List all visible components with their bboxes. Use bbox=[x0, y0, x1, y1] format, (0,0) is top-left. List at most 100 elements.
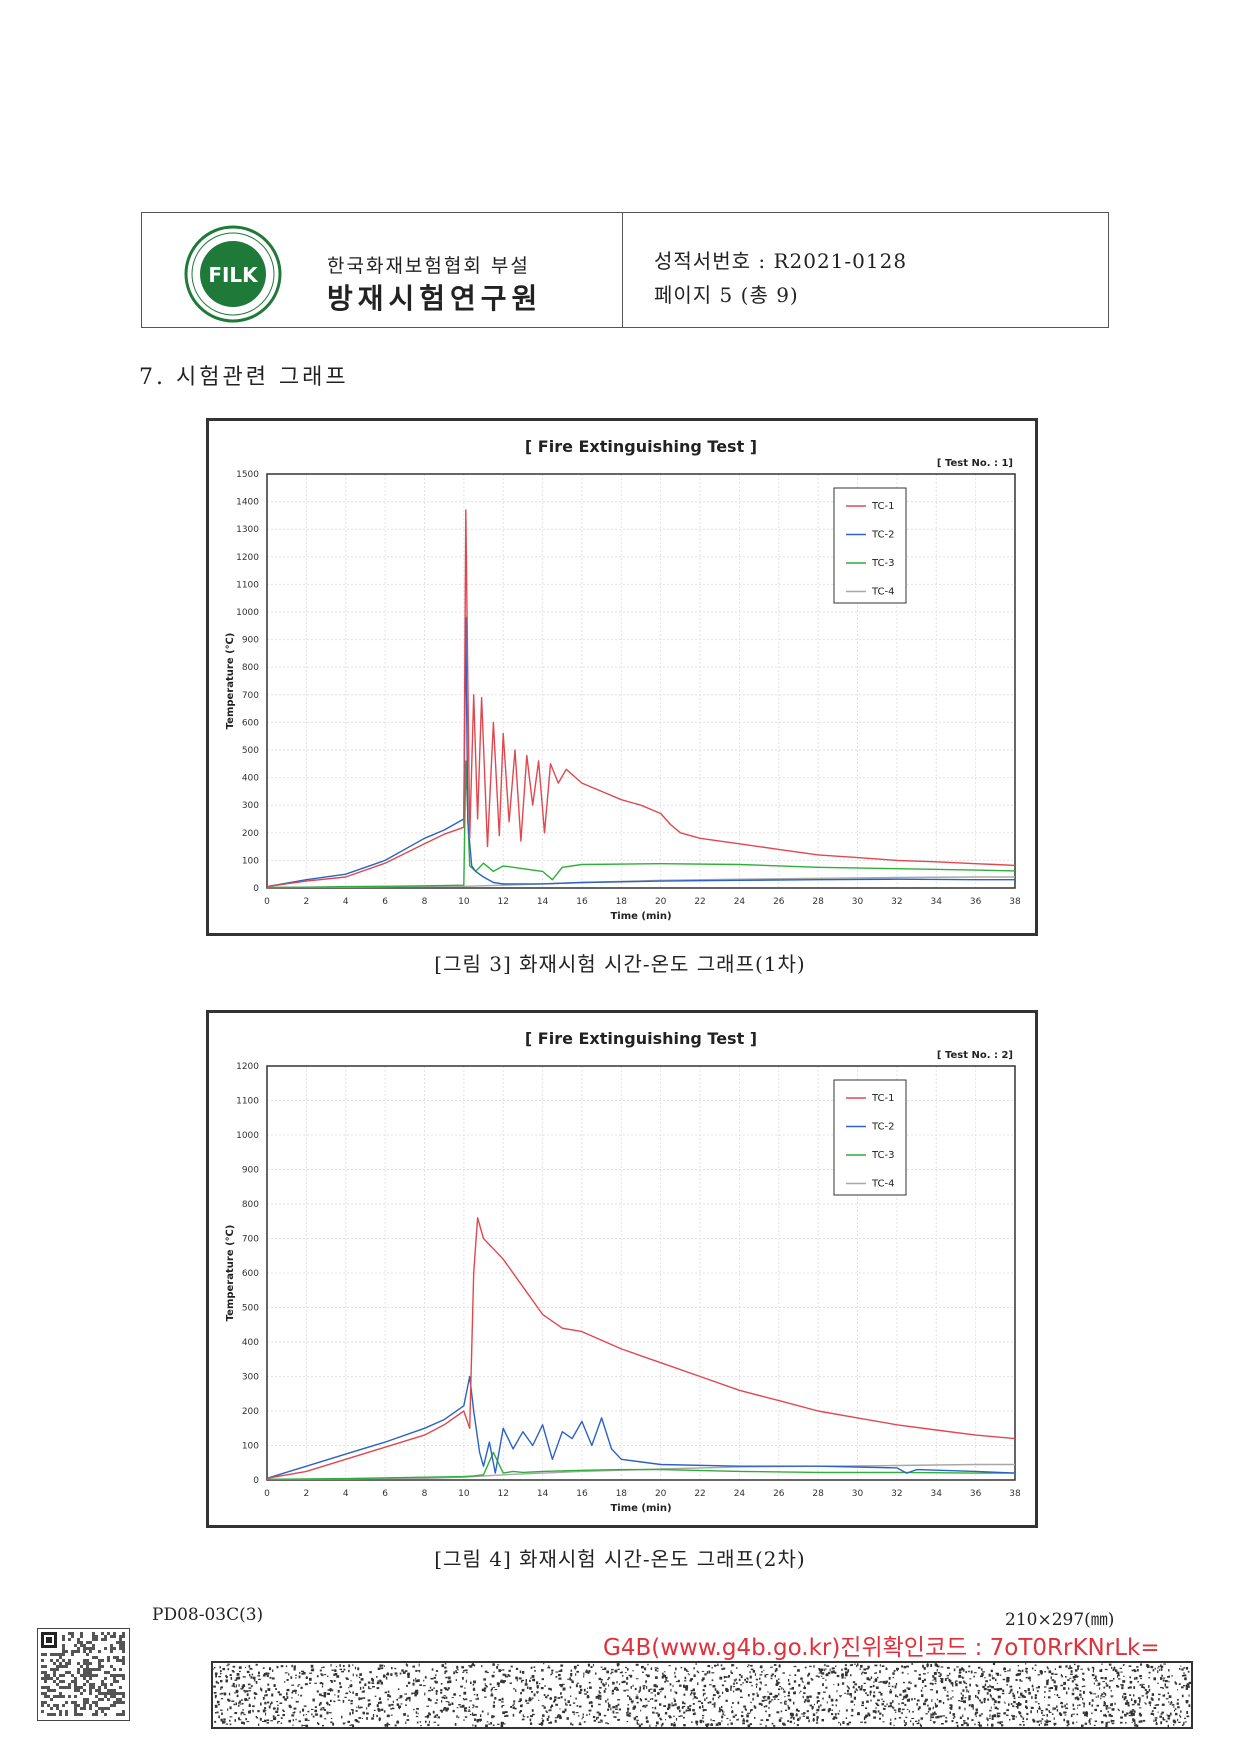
legend-label-tc-3: TC-3 bbox=[871, 558, 894, 569]
legend-label-tc-4: TC-4 bbox=[871, 1179, 894, 1190]
y-tick-label: 900 bbox=[242, 636, 259, 646]
y-tick-label: 600 bbox=[242, 1269, 259, 1279]
filk-logo-icon: FILK bbox=[184, 225, 282, 323]
x-tick-label: 14 bbox=[537, 897, 549, 907]
x-tick-label: 26 bbox=[773, 897, 785, 907]
y-tick-label: 300 bbox=[242, 1373, 259, 1383]
x-tick-label: 36 bbox=[970, 897, 982, 907]
x-tick-label: 24 bbox=[734, 1489, 746, 1499]
report-number: 성적서번호 : R2021-0128 bbox=[654, 249, 908, 273]
x-tick-label: 14 bbox=[537, 1489, 549, 1499]
test-number-label: [ Test No. : 2] bbox=[937, 1050, 1013, 1061]
x-tick-label: 10 bbox=[458, 897, 470, 907]
header-divider bbox=[622, 213, 623, 327]
y-tick-label: 400 bbox=[242, 1338, 259, 1348]
y-tick-label: 400 bbox=[242, 774, 259, 784]
section-title: 7. 시험관련 그래프 bbox=[139, 365, 349, 390]
series-line-tc-2 bbox=[266, 616, 1015, 888]
y-tick-label: 300 bbox=[242, 801, 259, 811]
form-code: PD08-03C(3) bbox=[152, 1605, 264, 1625]
report-header: FILK 한국화재보험협회 부설 방재시험연구원 성적서번호 : R2021-0… bbox=[141, 212, 1109, 328]
y-tick-label: 1100 bbox=[236, 580, 259, 590]
legend-label-tc-1: TC-1 bbox=[871, 501, 894, 512]
y-tick-label: 100 bbox=[242, 856, 259, 866]
y-tick-label: 200 bbox=[242, 1407, 259, 1417]
security-barcode-icon bbox=[211, 1661, 1193, 1729]
legend-label-tc-2: TC-2 bbox=[871, 530, 894, 541]
x-tick-label: 8 bbox=[422, 1489, 428, 1499]
plot-area bbox=[266, 1065, 1016, 1481]
x-tick-label: 0 bbox=[264, 897, 270, 907]
chart-test-1: [ Fire Extinguishing Test ] [ Test No. : … bbox=[206, 418, 1038, 936]
x-tick-label: 32 bbox=[891, 897, 902, 907]
y-tick-label: 800 bbox=[242, 663, 259, 673]
y-tick-label: 0 bbox=[253, 1476, 259, 1486]
x-tick-label: 22 bbox=[694, 1489, 705, 1499]
x-tick-label: 34 bbox=[931, 1489, 943, 1499]
y-tick-label: 1500 bbox=[236, 470, 259, 480]
y-tick-label: 1000 bbox=[236, 608, 259, 618]
x-tick-label: 20 bbox=[655, 897, 667, 907]
logo-text: FILK bbox=[208, 263, 259, 287]
x-tick-label: 2 bbox=[304, 1489, 310, 1499]
x-tick-label: 28 bbox=[812, 897, 824, 907]
chart-2-svg: [ Fire Extinguishing Test ] [ Test No. : … bbox=[225, 1029, 1021, 1514]
y-tick-label: 100 bbox=[242, 1442, 259, 1452]
y-tick-label: 1200 bbox=[236, 553, 259, 563]
x-tick-label: 32 bbox=[891, 1489, 902, 1499]
x-tick-label: 4 bbox=[343, 897, 349, 907]
x-axis-label: Time (min) bbox=[610, 911, 671, 922]
chart-title: [ Fire Extinguishing Test ] bbox=[525, 1029, 757, 1048]
y-tick-label: 1200 bbox=[236, 1062, 259, 1072]
y-tick-label: 200 bbox=[242, 829, 259, 839]
y-tick-label: 500 bbox=[242, 1304, 259, 1314]
x-tick-label: 30 bbox=[852, 1489, 864, 1499]
y-tick-label: 900 bbox=[242, 1166, 259, 1176]
x-tick-label: 24 bbox=[734, 897, 746, 907]
x-tick-label: 22 bbox=[694, 897, 705, 907]
chart-test-2: [ Fire Extinguishing Test ] [ Test No. : … bbox=[206, 1010, 1038, 1528]
x-tick-label: 28 bbox=[812, 1489, 824, 1499]
x-tick-label: 6 bbox=[382, 897, 388, 907]
x-tick-label: 16 bbox=[576, 1489, 588, 1499]
series-line-tc-3 bbox=[266, 760, 1016, 889]
organization-affiliation: 한국화재보험협회 부설 bbox=[327, 255, 530, 277]
legend-label-tc-2: TC-2 bbox=[871, 1122, 894, 1133]
chart-legend bbox=[833, 1079, 907, 1196]
y-tick-label: 700 bbox=[242, 1235, 259, 1245]
verification-code: G4B(www.g4b.go.kr)진위확인코드 : 7oT0RrKNrLk= bbox=[603, 1635, 1160, 1661]
x-tick-label: 12 bbox=[497, 897, 508, 907]
x-tick-label: 6 bbox=[382, 1489, 388, 1499]
y-tick-label: 600 bbox=[242, 718, 259, 728]
x-axis-label: Time (min) bbox=[610, 1503, 671, 1514]
legend-label-tc-3: TC-3 bbox=[871, 1150, 894, 1161]
qr-code-icon bbox=[37, 1628, 130, 1721]
y-tick-label: 1000 bbox=[236, 1131, 259, 1141]
x-tick-label: 38 bbox=[1009, 1489, 1021, 1499]
legend-label-tc-1: TC-1 bbox=[871, 1093, 894, 1104]
legend-label-tc-4: TC-4 bbox=[871, 587, 894, 598]
series-line-tc-2 bbox=[266, 1375, 1016, 1479]
x-tick-label: 20 bbox=[655, 1489, 667, 1499]
chart-legend bbox=[833, 487, 907, 604]
x-tick-label: 16 bbox=[576, 897, 588, 907]
x-tick-label: 8 bbox=[422, 897, 428, 907]
series-line-tc-1 bbox=[266, 1217, 1016, 1479]
x-tick-label: 2 bbox=[304, 897, 310, 907]
organization-name: 방재시험연구원 bbox=[327, 282, 543, 315]
series-line-tc-3 bbox=[266, 1451, 1015, 1480]
x-tick-label: 18 bbox=[616, 1489, 628, 1499]
figure-3-caption: [그림 3] 화재시험 시간-온도 그래프(1차) bbox=[434, 952, 806, 976]
x-tick-label: 26 bbox=[773, 1489, 785, 1499]
x-tick-label: 4 bbox=[343, 1489, 349, 1499]
y-axis-label: Temperature (℃) bbox=[225, 1225, 236, 1322]
figure-4-caption: [그림 4] 화재시험 시간-온도 그래프(2차) bbox=[434, 1547, 806, 1571]
y-axis-label: Temperature (℃) bbox=[225, 633, 236, 730]
y-tick-label: 0 bbox=[253, 884, 259, 894]
plot-area bbox=[266, 473, 1016, 889]
test-number-label: [ Test No. : 1] bbox=[937, 458, 1013, 469]
x-tick-label: 10 bbox=[458, 1489, 470, 1499]
series-line-tc-1 bbox=[266, 509, 1016, 888]
y-tick-label: 1300 bbox=[236, 525, 259, 535]
chart-title: [ Fire Extinguishing Test ] bbox=[525, 437, 757, 456]
